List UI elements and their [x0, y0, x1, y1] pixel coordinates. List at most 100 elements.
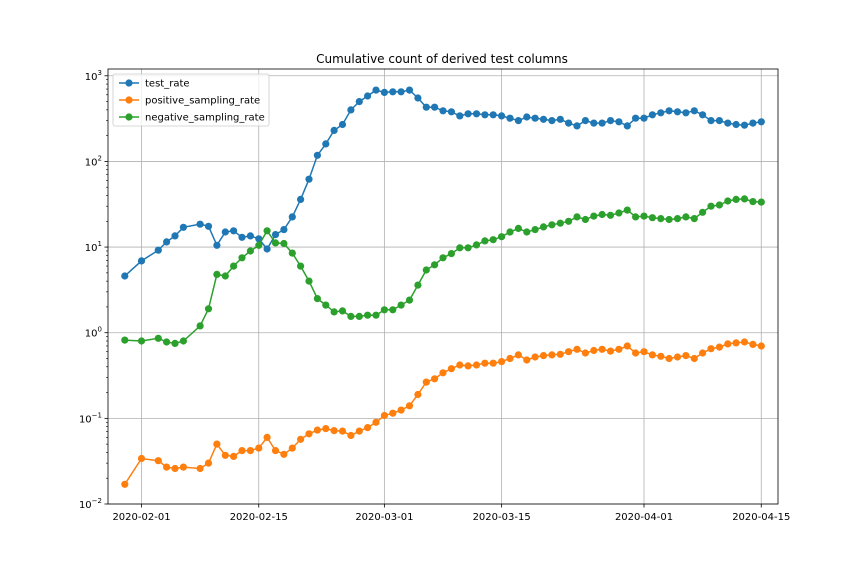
- y-tick-exponent: −1: [92, 411, 102, 419]
- data-point: [297, 435, 305, 443]
- data-point: [271, 231, 280, 239]
- data-point: [313, 426, 321, 434]
- data-point: [556, 115, 564, 123]
- data-point: [137, 454, 146, 463]
- data-point: [414, 94, 422, 102]
- data-point: [338, 120, 347, 129]
- legend-item: positive_sampling_rate: [119, 96, 260, 107]
- data-point: [548, 221, 556, 229]
- data-point: [690, 215, 698, 223]
- data-point: [355, 312, 363, 320]
- data-point: [171, 232, 179, 240]
- y-tick-label: 101: [85, 240, 102, 254]
- data-point: [682, 213, 690, 221]
- data-point: [347, 106, 355, 114]
- y-tick-label: 103: [85, 69, 102, 83]
- data-point: [288, 249, 296, 257]
- data-point: [464, 362, 472, 370]
- data-point: [171, 464, 179, 473]
- data-point: [615, 209, 623, 217]
- data-point: [431, 261, 439, 269]
- data-point: [204, 222, 213, 230]
- data-point: [163, 463, 171, 471]
- data-point: [523, 228, 531, 236]
- data-point: [590, 119, 598, 127]
- data-point: [715, 117, 724, 125]
- data-point: [699, 349, 707, 357]
- data-point: [297, 195, 305, 203]
- data-point: [715, 343, 724, 351]
- data-point: [230, 227, 238, 235]
- data-point: [707, 202, 715, 210]
- data-point: [514, 224, 523, 232]
- data-point: [715, 201, 724, 209]
- data-point: [640, 114, 648, 122]
- data-point: [364, 311, 372, 319]
- data-point: [464, 110, 472, 118]
- data-point: [213, 241, 221, 249]
- data-point: [271, 239, 280, 247]
- data-point: [347, 312, 355, 320]
- data-point: [673, 353, 682, 361]
- data-point: [556, 350, 564, 358]
- data-point: [330, 427, 338, 435]
- data-point: [690, 354, 698, 363]
- data-point: [548, 117, 556, 125]
- data-point: [740, 195, 749, 203]
- data-point: [246, 447, 254, 455]
- data-point: [397, 301, 405, 309]
- data-point: [606, 347, 615, 355]
- data-point: [648, 351, 657, 359]
- data-point: [405, 86, 414, 94]
- data-point: [673, 215, 682, 223]
- data-point: [565, 119, 573, 127]
- data-point: [699, 208, 707, 216]
- data-point: [271, 447, 280, 455]
- data-point: [472, 361, 481, 369]
- data-point: [280, 239, 288, 248]
- data-point: [707, 117, 715, 125]
- data-point: [514, 117, 523, 125]
- data-point: [724, 119, 732, 127]
- data-point: [255, 235, 263, 243]
- data-point: [472, 110, 481, 118]
- data-point: [297, 262, 305, 270]
- data-point: [414, 390, 422, 399]
- data-point: [280, 226, 288, 234]
- data-point: [288, 444, 296, 452]
- data-point: [263, 245, 271, 253]
- data-point: [288, 213, 296, 221]
- data-point: [221, 228, 229, 236]
- data-point: [640, 212, 648, 220]
- series-negative_sampling_rate: [121, 195, 765, 347]
- data-point: [749, 198, 757, 206]
- x-tick-label: 2020-02-01: [112, 512, 170, 523]
- legend-marker: [125, 113, 133, 121]
- data-point: [422, 266, 430, 274]
- y-tick-base: 10: [85, 72, 98, 83]
- data-point: [330, 308, 338, 316]
- data-point: [539, 223, 548, 231]
- data-point: [322, 301, 330, 309]
- data-point: [121, 272, 129, 280]
- data-point: [648, 214, 657, 222]
- series-layer: [121, 86, 765, 488]
- data-point: [648, 111, 657, 119]
- data-point: [498, 233, 506, 241]
- y-tick-exponent: −2: [92, 497, 102, 505]
- data-point: [372, 311, 380, 319]
- data-point: [598, 345, 606, 353]
- legend-marker: [125, 79, 133, 87]
- data-point: [238, 254, 246, 262]
- y-tick-exponent: 3: [98, 69, 102, 77]
- data-point: [657, 215, 665, 223]
- data-point: [665, 215, 673, 224]
- data-point: [740, 338, 749, 346]
- data-point: [732, 339, 740, 347]
- data-point: [447, 108, 455, 116]
- data-point: [665, 354, 673, 363]
- data-point: [632, 114, 640, 122]
- data-point: [364, 92, 372, 100]
- data-point: [481, 237, 489, 245]
- data-point: [531, 226, 539, 234]
